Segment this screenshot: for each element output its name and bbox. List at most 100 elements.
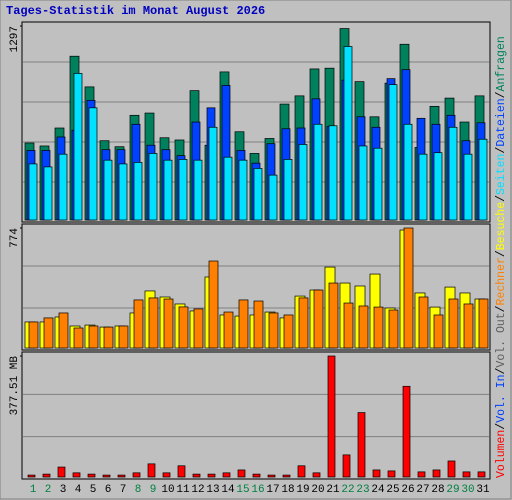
bar: [477, 471, 486, 478]
bar: [343, 302, 354, 349]
x-tick-label: 13: [206, 484, 219, 496]
x-tick-label: 3: [60, 484, 67, 496]
bar: [148, 297, 159, 349]
bar: [163, 159, 173, 221]
x-tick-label: 27: [416, 484, 429, 496]
bar: [387, 470, 396, 478]
bar: [27, 474, 36, 478]
bar: [343, 46, 353, 221]
x-tick-label: 22: [341, 484, 354, 496]
bar: [313, 289, 324, 349]
x-tick-label: 12: [191, 484, 204, 496]
bar: [148, 153, 158, 221]
y-tick-label: 377.51 MB: [9, 356, 21, 416]
bar: [178, 306, 189, 349]
bar: [162, 472, 171, 478]
x-tick-label: 14: [221, 484, 235, 496]
bar: [193, 159, 203, 221]
bar: [402, 385, 411, 478]
y-tick-label: 1297: [9, 26, 21, 52]
legend-separator: /: [495, 423, 508, 430]
legend-entry: Vol. In: [495, 374, 508, 422]
x-tick-label: 23: [356, 484, 369, 496]
x-tick-label: 25: [386, 484, 399, 496]
bar: [447, 460, 456, 478]
bar: [58, 153, 68, 221]
bar: [223, 311, 234, 349]
bar: [253, 300, 264, 349]
bar: [222, 472, 231, 478]
bar: [147, 463, 156, 478]
bar: [433, 152, 443, 221]
x-tick-label: 11: [176, 484, 190, 496]
bar: [43, 166, 53, 221]
bar: [88, 107, 98, 221]
bar: [448, 298, 459, 349]
bar: [373, 147, 383, 221]
x-tick-label: 17: [266, 484, 279, 496]
bar: [72, 472, 81, 478]
bar: [133, 299, 144, 349]
bar: [283, 159, 293, 221]
bar: [478, 138, 488, 221]
bar: [297, 465, 306, 478]
bar: [342, 454, 351, 478]
bar: [313, 123, 323, 221]
bar: [403, 123, 413, 221]
x-tick-label: 2: [45, 484, 52, 496]
x-tick-label: 26: [401, 484, 414, 496]
panel: [21, 351, 491, 480]
bar: [208, 260, 219, 349]
bar: [298, 144, 308, 221]
bar: [432, 469, 441, 478]
x-tick-label: 8: [135, 484, 142, 496]
x-tick-label: 15: [236, 484, 249, 496]
bar: [28, 321, 39, 349]
x-tick-label: 4: [75, 484, 82, 496]
x-tick-label: 19: [296, 484, 309, 496]
legend-separator: /: [495, 147, 508, 154]
bar: [207, 473, 216, 478]
bar: [117, 474, 126, 478]
x-tick-label: 30: [461, 484, 474, 496]
bar: [238, 159, 248, 221]
bar: [223, 156, 233, 221]
legend-entry: Volumen: [495, 430, 508, 478]
x-tick-label: 9: [150, 484, 157, 496]
bar: [177, 465, 186, 478]
bar: [462, 471, 471, 478]
bar: [253, 168, 263, 221]
bar: [388, 309, 399, 349]
bar: [388, 84, 398, 221]
bar: [43, 317, 54, 349]
bar: [267, 474, 276, 478]
bar: [192, 473, 201, 478]
x-tick-label: 16: [251, 484, 264, 496]
bar: [282, 474, 291, 478]
bar: [132, 472, 141, 478]
bar: [42, 473, 51, 478]
bar: [103, 159, 113, 221]
x-tick-label: 5: [90, 484, 97, 496]
bar: [372, 469, 381, 478]
x-tick-label: 20: [311, 484, 324, 496]
bar: [178, 159, 188, 221]
x-tick-label: 21: [326, 484, 340, 496]
bar: [102, 474, 111, 478]
bar: [418, 153, 428, 221]
legend-separator: /: [495, 250, 508, 257]
legend-entry: Vol. Out: [495, 312, 508, 367]
bar: [193, 308, 204, 349]
legend-entry: Rechner: [495, 257, 508, 305]
legend-separator: /: [495, 367, 508, 374]
bar: [328, 282, 339, 349]
bar: [312, 472, 321, 478]
legend: Volumen/Vol. In/Vol. Out/Rechner/Besuche…: [495, 36, 508, 478]
bar: [208, 126, 218, 221]
bar: [417, 471, 426, 478]
x-tick-label: 29: [446, 484, 459, 496]
bar: [133, 162, 143, 221]
bar: [358, 145, 368, 221]
